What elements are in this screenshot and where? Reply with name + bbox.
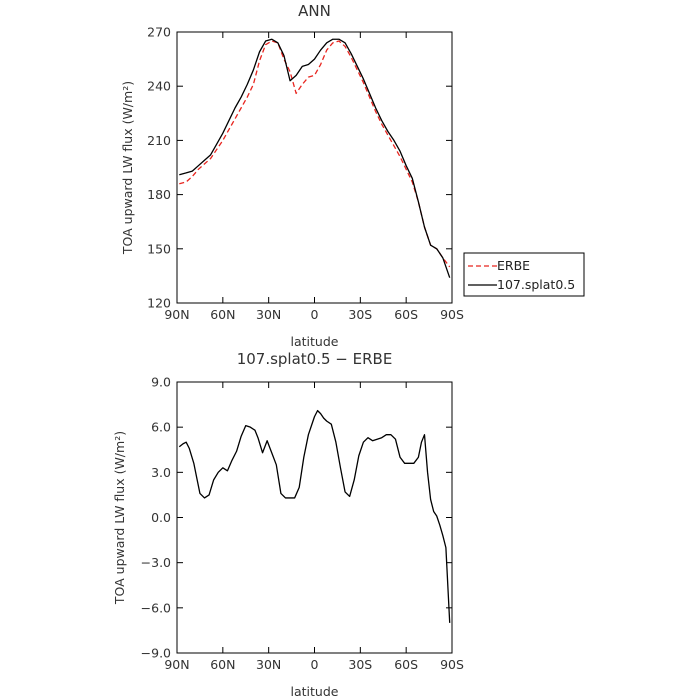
bottom-x-tick-label: 60N: [210, 657, 235, 672]
bottom-y-tick-label: 3.0: [151, 465, 171, 480]
top-x-tick-label: 60S: [394, 307, 418, 322]
bottom-chart-title: 107.splat0.5 − ERBE: [237, 350, 393, 368]
legend-box: [463, 252, 585, 297]
bottom-y-tick-label: −3.0: [141, 555, 171, 570]
top-y-tick-label: 240: [147, 79, 171, 94]
bottom-ticks: 90N 60N 30N 0 30S 60S 90S −9.0 −6.0 −3.0 0.0 3.0 6.0…: [141, 375, 464, 673]
bottom-panel: 90N 60N 30N 0 30S 60S 90S −9.0 −6.0 −3.0 0.0 3.0 6.0…: [112, 350, 464, 699]
top-y-tick-label: 180: [147, 187, 171, 202]
top-y-tick-label: 150: [147, 241, 171, 256]
top-y-tick-label: 210: [147, 133, 171, 148]
bottom-x-tick-label: 30S: [348, 657, 372, 672]
legend-model-label: 107.splat0.5: [497, 277, 575, 292]
bottom-x-tick-label: 90S: [440, 657, 464, 672]
bottom-y-tick-label: −6.0: [141, 600, 171, 615]
top-x-tick-label: 90N: [164, 307, 189, 322]
bottom-x-tick-label: 90N: [164, 657, 189, 672]
top-x-tick-label: 30N: [256, 307, 281, 322]
legend-erbe-label: ERBE: [497, 258, 530, 273]
top-x-axis-label: latitude: [291, 334, 339, 349]
bottom-x-tick-label: 30N: [256, 657, 281, 672]
bottom-x-tick-label: 60S: [394, 657, 418, 672]
top-series-line-erbe: [179, 40, 451, 268]
bottom-series-line-0: [178, 409, 451, 623]
top-chart-title: ANN: [298, 2, 331, 20]
top-series-line-107-splat0-5: [179, 38, 451, 278]
top-x-tick-label: 90S: [440, 307, 464, 322]
bottom-y-tick-label: 6.0: [151, 420, 171, 435]
bottom-y-axis-label: TOA upward LW flux (W/m²): [112, 431, 127, 605]
top-series: [179, 38, 451, 278]
top-panel: 90N 60N 30N 0 30S 60S 90S 120 150 180 210 240 270 AN…: [120, 2, 464, 349]
bottom-plot-frame: [176, 381, 453, 654]
bottom-x-axis-label: latitude: [291, 684, 339, 699]
legend: ERBE 107.splat0.5: [463, 252, 585, 297]
bottom-y-tick-label: −9.0: [141, 646, 171, 661]
top-x-tick-label: 60N: [210, 307, 235, 322]
top-y-tick-label: 120: [147, 296, 171, 311]
bottom-y-tick-label: 9.0: [151, 375, 171, 390]
bottom-y-tick-label: 0.0: [151, 510, 171, 525]
top-ticks: 90N 60N 30N 0 30S 60S 90S 120 150 180 210 240 270: [147, 25, 464, 323]
top-y-axis-label: TOA upward LW flux (W/m²): [120, 81, 135, 255]
top-y-tick-label: 270: [147, 25, 171, 40]
top-plot-frame: [176, 31, 453, 304]
bottom-x-tick-label: 0: [311, 657, 319, 672]
top-x-tick-label: 0: [311, 307, 319, 322]
bottom-series: [178, 409, 451, 623]
top-x-tick-label: 30S: [348, 307, 372, 322]
